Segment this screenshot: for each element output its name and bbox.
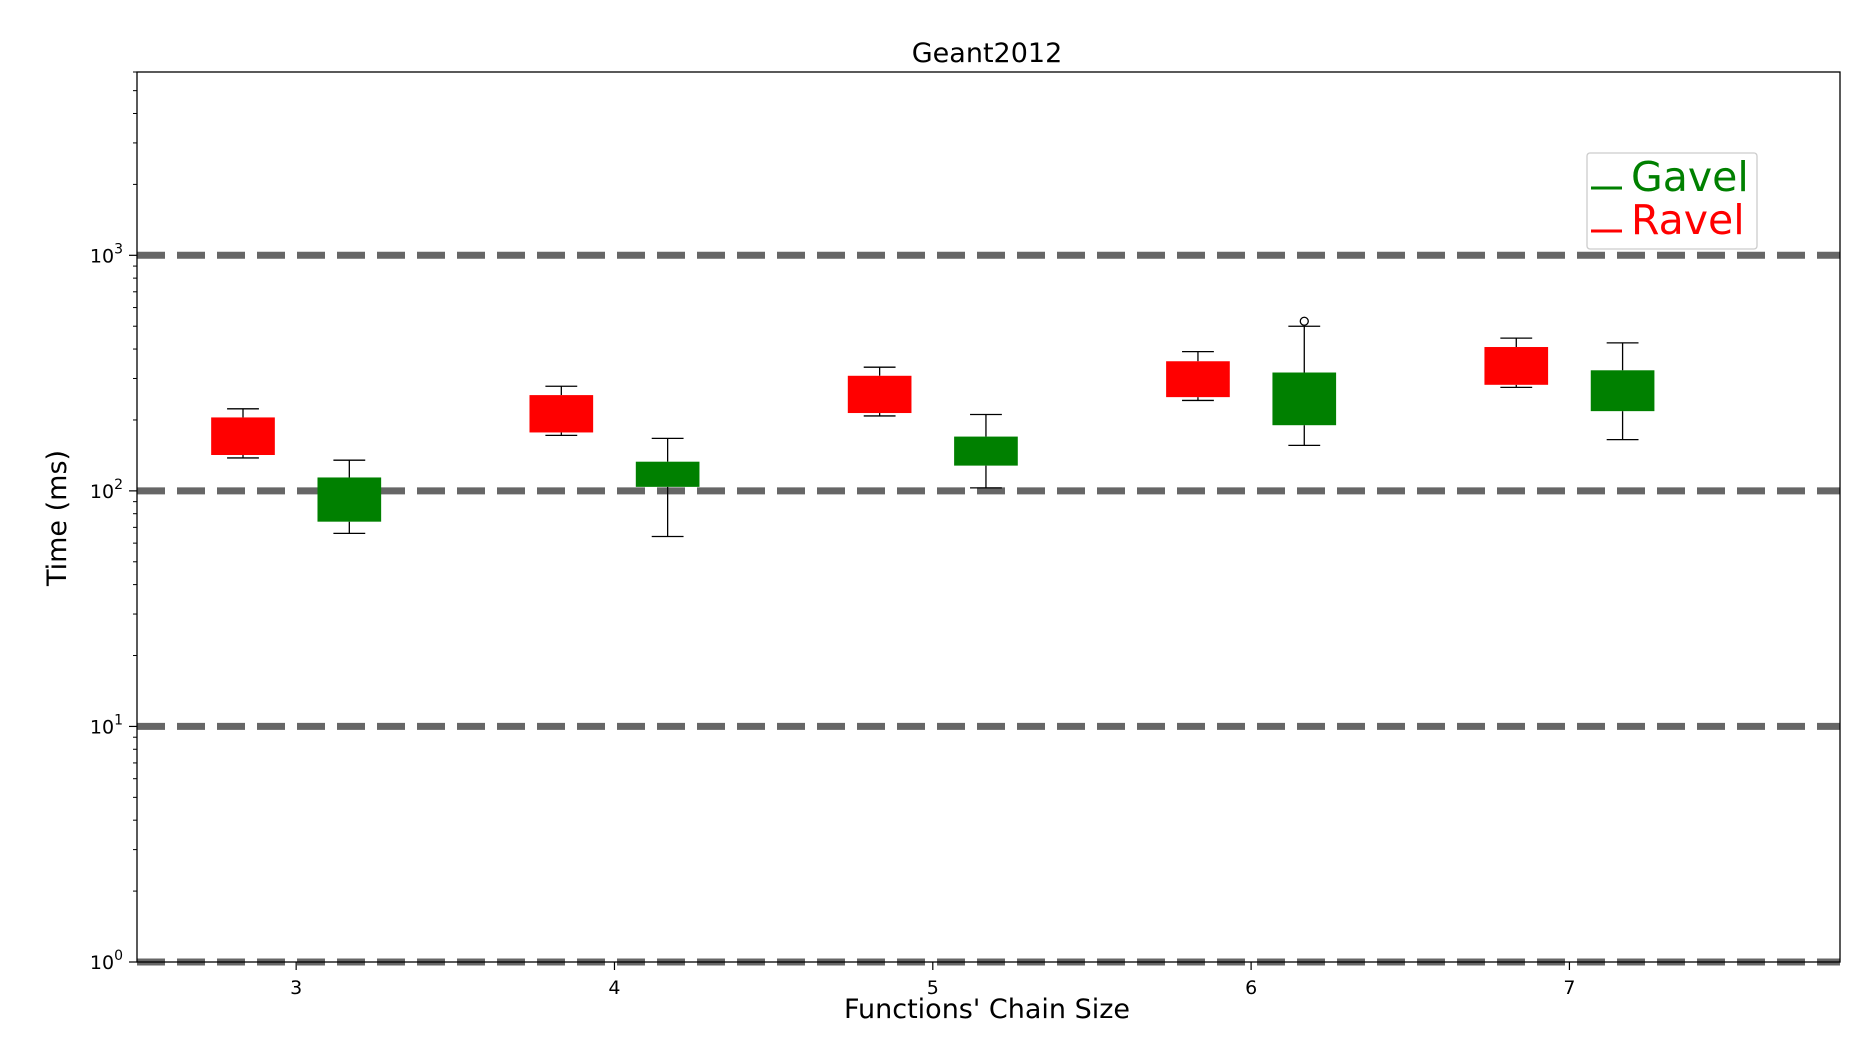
box-body (954, 436, 1018, 466)
y-tick-label: 103 (90, 241, 123, 267)
x-tick-label: 3 (290, 977, 302, 999)
box-body (1166, 361, 1230, 398)
flier-point (1299, 316, 1309, 326)
y-tick-label: 100 (90, 948, 123, 974)
box-body (1272, 372, 1337, 426)
legend-frame (1586, 152, 1758, 250)
box-body (1484, 347, 1549, 385)
y-tick-label: 102 (90, 477, 123, 503)
box-ravel (1166, 350, 1230, 402)
box-body (529, 395, 594, 433)
x-tick-label: 6 (1245, 977, 1257, 999)
box-body (211, 417, 275, 455)
box-gavel (1272, 316, 1337, 447)
box-gavel (1590, 342, 1655, 441)
box-gavel (317, 459, 382, 535)
y-axis-label: Time (ms) (42, 450, 73, 587)
box-ravel (211, 408, 275, 459)
box-body (317, 477, 382, 522)
box-body (847, 375, 912, 414)
box-ravel (1484, 337, 1549, 389)
box-gavel (954, 413, 1018, 489)
box-gavel (635, 437, 700, 538)
plot-area: 100 101 102 103 3 4 5 6 7 (90, 71, 1841, 999)
x-tick-label: 5 (927, 977, 939, 999)
box-ravel (847, 366, 912, 417)
x-axis-label: Functions' Chain Size (844, 994, 1130, 1025)
axes-frame (136, 71, 1841, 963)
legend-label-gavel: Gavel (1631, 153, 1749, 201)
x-tick-label: 7 (1563, 977, 1575, 999)
box-body (1590, 370, 1655, 412)
box-body (635, 461, 700, 487)
box-ravel (529, 385, 594, 437)
legend-label-ravel: Ravel (1631, 196, 1745, 244)
y-tick-label: 101 (90, 712, 123, 738)
x-tick-label: 4 (608, 977, 620, 999)
chart-title: Geant2012 (912, 38, 1063, 69)
